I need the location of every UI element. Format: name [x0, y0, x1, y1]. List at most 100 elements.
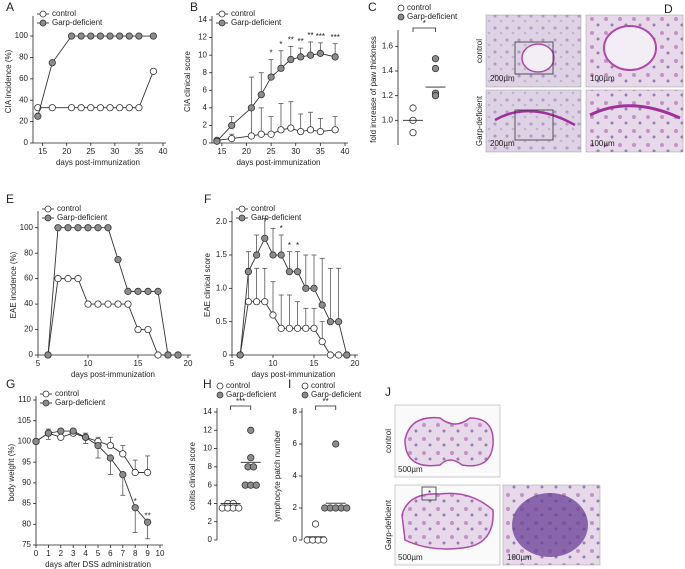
row-label: Garp-deficient [384, 499, 393, 550]
y-tick-label: 8 [208, 462, 213, 471]
scale-label: 200µm [490, 139, 515, 148]
y-axis-label: fold increase of paw thickness [369, 36, 378, 143]
y-tick-label: 1.5 [216, 250, 228, 259]
x-axis-label: days post-immunization [71, 370, 155, 379]
y-tick-label: 6 [203, 85, 208, 94]
x-tick-label: 15 [134, 359, 143, 368]
y-tick-label: 8 [293, 407, 298, 416]
data-point [247, 104, 256, 112]
panel-label: I [288, 377, 291, 391]
data-point [154, 351, 162, 359]
data-point [64, 224, 72, 232]
y-tick-label: 40 [24, 299, 33, 308]
legend-marker [44, 214, 52, 222]
data-point [74, 224, 82, 232]
data-point [94, 300, 102, 308]
y-tick-label: 4 [208, 499, 213, 508]
row-label: control [475, 39, 484, 63]
y-tick-label: 75 [22, 540, 31, 549]
data-point [96, 104, 105, 112]
y-tick-label: 95 [22, 457, 31, 466]
data-point [44, 429, 53, 437]
data-point [334, 351, 343, 359]
data-point [48, 104, 56, 112]
y-tick-label: 4 [293, 471, 298, 480]
significance-label: ** [144, 511, 150, 520]
panel-label: J [385, 385, 391, 399]
y-tick-label: 80 [22, 519, 31, 528]
data-point [431, 55, 440, 63]
data-point [74, 275, 82, 283]
significance-label: ** [307, 31, 313, 40]
y-axis-label: CIA clinical score [183, 51, 192, 112]
y-tick-label: 2.0 [216, 217, 228, 226]
data-point [69, 427, 77, 435]
x-tick-label: 20 [351, 359, 360, 368]
y-tick-label: 80 [19, 53, 28, 62]
data-point [285, 268, 293, 276]
data-point [261, 234, 269, 242]
x-tick-label: 20 [62, 147, 71, 156]
data-point [67, 104, 76, 112]
y-axis-label: body weight (%) [7, 443, 16, 501]
significance-label: *** [330, 33, 339, 42]
data-point [84, 300, 92, 308]
data-point [287, 55, 295, 64]
x-axis-label: days post-immunization [251, 370, 335, 379]
y-tick-label: 0 [203, 138, 208, 147]
data-point [310, 284, 318, 292]
legend-label: Garp-deficient [57, 213, 108, 222]
significance-label: ** [323, 397, 329, 406]
data-point [261, 298, 269, 306]
series-line [37, 71, 154, 109]
tissue-detail [589, 104, 681, 120]
data-point [144, 518, 152, 526]
significance-label: ** [298, 37, 304, 46]
data-point [409, 104, 417, 112]
data-point [306, 51, 315, 59]
data-point [124, 287, 132, 295]
data-point [54, 275, 62, 283]
legend-marker [42, 399, 50, 407]
significance-label: * [288, 241, 291, 250]
y-tick-label: 20 [19, 117, 28, 126]
zoom-box [421, 486, 437, 501]
data-point [267, 130, 275, 138]
data-point [431, 64, 440, 73]
x-tick-label: 5 [230, 359, 235, 368]
legend-label: control [251, 204, 275, 213]
scale-label: 100µm [590, 74, 615, 83]
y-tick-label: 2 [203, 121, 208, 130]
x-tick-label: 35 [134, 147, 143, 156]
y-tick-label: 8 [203, 68, 208, 77]
data-point [318, 338, 326, 346]
marker: * [428, 489, 431, 498]
y-tick-label: 4 [203, 103, 208, 112]
x-tick-label: 8 [133, 549, 138, 558]
y-tick-label: 100 [20, 223, 34, 232]
series-line [35, 432, 148, 473]
data-point [409, 129, 417, 137]
y-tick-label: 14 [203, 407, 212, 416]
tissue-detail [494, 109, 576, 127]
data-point [293, 268, 302, 276]
data-point [57, 433, 65, 441]
y-tick-label: 0 [29, 350, 34, 359]
data-point [134, 287, 142, 295]
data-point [253, 251, 261, 259]
tissue-detail [521, 43, 555, 73]
significance-label: * [296, 241, 299, 250]
x-tick-label: 9 [145, 549, 150, 558]
data-point [106, 104, 114, 112]
data-point [104, 300, 112, 308]
data-point [57, 427, 65, 435]
image-panel-d: D control Garp-deficient 200µm 100µm 200… [475, 2, 684, 153]
zoom-box [514, 41, 554, 75]
data-point [144, 468, 152, 477]
legend-marker [216, 382, 224, 390]
panel-label: A [6, 0, 14, 14]
series-line [35, 430, 148, 523]
x-tick-label: 5 [96, 549, 101, 558]
data-point [131, 468, 139, 477]
y-tick-label: 1.2 [382, 91, 394, 100]
